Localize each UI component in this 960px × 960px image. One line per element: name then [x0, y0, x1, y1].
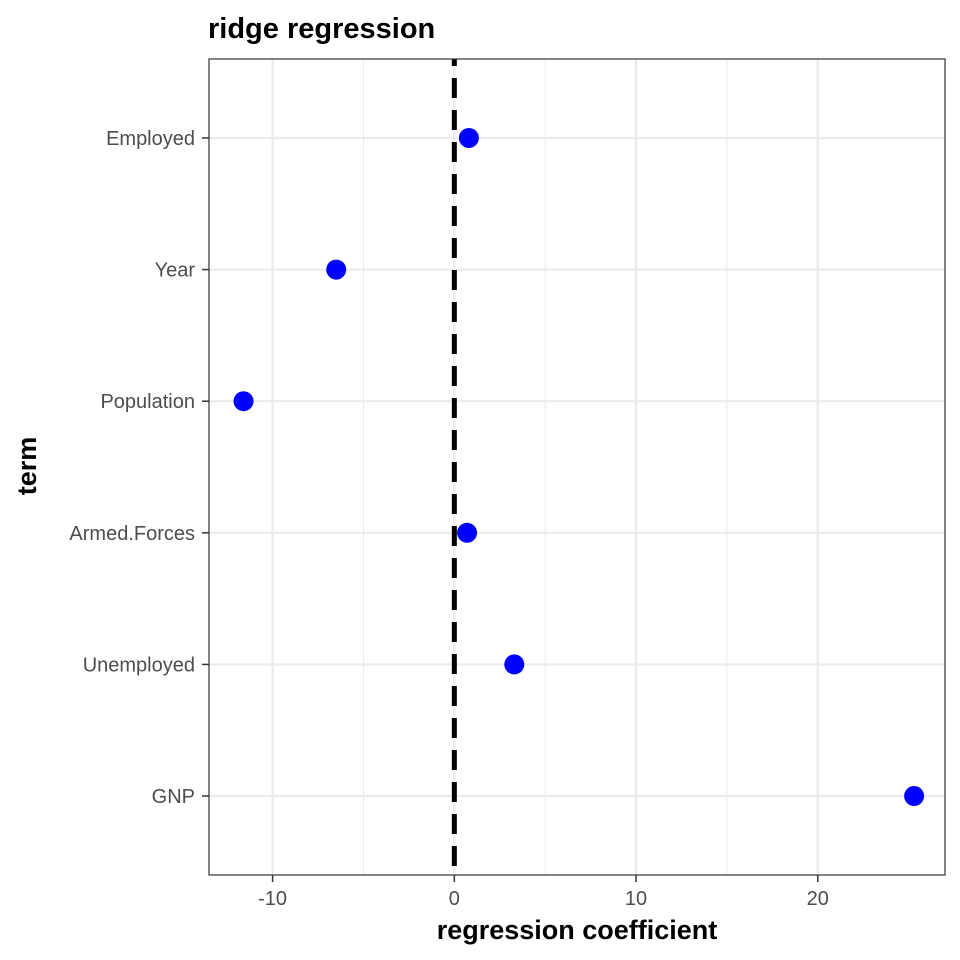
- y-tick-label: Employed: [106, 128, 195, 150]
- x-tick-label: 10: [625, 888, 647, 910]
- chart-title: ridge regression: [208, 13, 435, 45]
- x-tick-label: 0: [449, 888, 460, 910]
- y-axis: GNP Unemployed Armed.Forces Population Year E…: [69, 128, 209, 808]
- panel-background: [209, 59, 945, 875]
- y-tick-label: Unemployed: [83, 654, 195, 676]
- data-point-armed-forces: [457, 522, 478, 543]
- y-axis-title: term: [12, 437, 42, 496]
- data-point-year: [326, 259, 347, 280]
- data-point-gnp: [904, 786, 925, 807]
- grid: [209, 59, 945, 875]
- x-tick-label: -10: [258, 888, 287, 910]
- x-tick-label: 20: [807, 888, 829, 910]
- y-tick-label: Armed.Forces: [69, 523, 195, 545]
- y-tick-label: Population: [100, 391, 195, 413]
- panel-border: [208, 58, 946, 876]
- data-point-employed: [458, 127, 479, 148]
- points-layer: [233, 127, 925, 807]
- x-axis: -10 0 10 20: [258, 875, 829, 910]
- y-tick-label: Year: [155, 260, 196, 282]
- data-point-unemployed: [504, 654, 525, 675]
- y-tick-label: GNP: [152, 786, 195, 808]
- data-point-population: [233, 391, 254, 412]
- x-axis-title: regression coefficient: [437, 915, 718, 945]
